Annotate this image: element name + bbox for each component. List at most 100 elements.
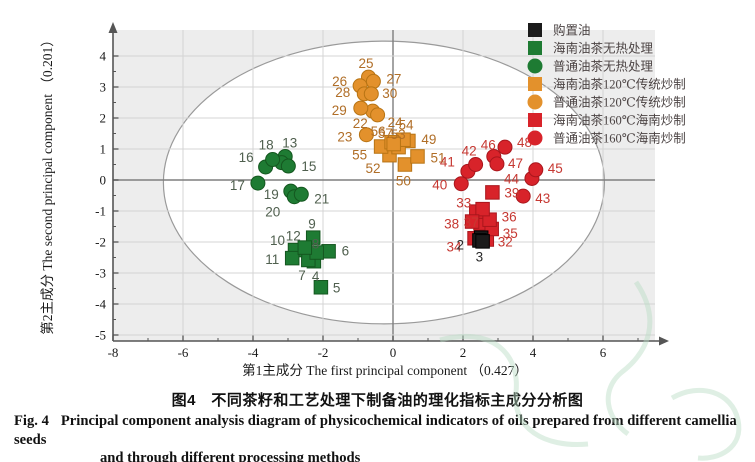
x-tick-label: -2	[318, 345, 329, 360]
data-point-12	[297, 240, 313, 255]
data-point-37	[475, 201, 490, 217]
point-label-19: 19	[264, 187, 279, 202]
point-label-16: 16	[239, 150, 254, 165]
point-label-3: 3	[476, 249, 484, 264]
y-axis-arrow-icon	[108, 22, 118, 33]
point-label-55: 55	[352, 148, 367, 163]
legend-marker-circle-icon	[527, 130, 543, 146]
data-point-24	[370, 107, 386, 123]
x-tick-label: -4	[248, 345, 259, 360]
point-label-26: 26	[332, 74, 347, 89]
point-label-45: 45	[548, 161, 563, 176]
point-label-49: 49	[421, 132, 436, 147]
legend-item-0: 购置油	[528, 23, 591, 38]
data-point-27	[365, 73, 381, 89]
legend-marker-square-icon	[528, 23, 542, 37]
data-point-17	[250, 175, 266, 191]
point-label-9: 9	[308, 217, 316, 232]
y-tick-label: 4	[100, 49, 107, 64]
y-tick-label: -1	[95, 204, 106, 219]
point-label-33: 33	[456, 196, 471, 211]
point-label-32: 32	[498, 235, 513, 250]
legend: 购置油海南油茶无热处理普通油茶无热处理海南油茶120℃传统炒制普通油茶120℃传…	[527, 23, 686, 146]
point-label-18: 18	[259, 138, 274, 153]
point-label-34: 34	[447, 239, 463, 254]
point-label-36: 36	[502, 210, 517, 225]
caption-fig-number: Fig. 4	[14, 413, 49, 429]
point-label-44: 44	[504, 171, 520, 186]
point-label-12: 12	[286, 229, 301, 244]
legend-label: 海南油茶160℃海南炒制	[553, 113, 686, 128]
point-label-24: 24	[388, 115, 404, 130]
y-tick-label: 0	[100, 173, 107, 188]
legend-label: 普通油茶160℃海南炒制	[553, 131, 686, 146]
legend-marker-circle-icon	[527, 58, 543, 74]
x-tick-label: 0	[390, 345, 397, 360]
point-label-51: 51	[431, 150, 446, 165]
point-label-43: 43	[535, 191, 550, 206]
confidence-ellipse	[162, 40, 605, 325]
legend-item-6: 普通油茶160℃海南炒制	[527, 130, 686, 146]
data-point-30	[363, 86, 379, 102]
point-label-46: 46	[481, 137, 496, 152]
data-point-40	[453, 176, 469, 192]
point-label-27: 27	[386, 71, 401, 86]
legend-label: 购置油	[553, 23, 591, 38]
point-label-42: 42	[462, 144, 477, 159]
point-label-21: 21	[314, 191, 329, 206]
x-tick-label: 2	[460, 345, 467, 360]
point-label-41: 41	[440, 154, 455, 169]
y-tick-label: 2	[100, 111, 107, 126]
x-tick-label: -8	[108, 345, 119, 360]
legend-item-3: 海南油茶120℃传统炒制	[528, 77, 686, 92]
data-point-5	[313, 280, 329, 295]
data-point-39	[485, 185, 500, 200]
x-axis-title: 第1主成分 The first principal component （0.4…	[242, 362, 528, 378]
data-point-29	[353, 100, 369, 116]
caption-english-line2: and through different processing methods	[100, 450, 361, 462]
point-label-30: 30	[382, 86, 397, 101]
point-label-39: 39	[504, 185, 519, 200]
y-tick-label: 1	[100, 142, 107, 157]
point-label-25: 25	[359, 56, 374, 71]
legend-marker-circle-icon	[527, 94, 543, 110]
legend-item-2: 普通油茶无热处理	[527, 58, 654, 74]
legend-item-4: 普通油茶120℃传统炒制	[527, 94, 686, 110]
data-point-21	[293, 186, 309, 202]
point-label-5: 5	[333, 280, 341, 295]
y-axis-title: 第2主成分 The second principal component （0.…	[39, 33, 55, 334]
point-label-52: 52	[366, 161, 381, 176]
point-label-54: 54	[399, 118, 415, 133]
data-point-18	[265, 152, 281, 168]
point-label-29: 29	[332, 103, 347, 118]
point-label-20: 20	[265, 205, 280, 220]
y-tick-label: -4	[95, 297, 106, 312]
point-label-6: 6	[342, 243, 350, 258]
data-point-23	[358, 127, 374, 143]
data-point-38	[464, 214, 480, 229]
caption-english-line1: Principal component analysis diagram of …	[14, 413, 737, 448]
legend-label: 普通油茶120℃传统炒制	[553, 95, 686, 110]
point-label-2: 2	[456, 237, 464, 252]
x-tick-label: 4	[530, 345, 537, 360]
legend-item-1: 海南油茶无热处理	[528, 41, 654, 56]
data-point-45	[528, 162, 544, 178]
data-point-15	[280, 158, 296, 174]
data-point-43	[515, 188, 531, 204]
legend-label: 海南油茶无热处理	[553, 41, 654, 56]
figure-caption: 图4 不同茶籽和工艺处理下制备油的理化指标主成分分析图 Fig. 4 Princi…	[0, 392, 755, 462]
legend-label: 海南油茶120℃传统炒制	[553, 77, 686, 92]
data-point-47	[489, 156, 505, 172]
point-label-23: 23	[337, 130, 352, 145]
point-label-56: 56	[371, 124, 386, 139]
point-label-53: 53	[391, 127, 406, 142]
legend-label: 普通油茶无热处理	[553, 59, 654, 74]
legend-marker-square-icon	[528, 77, 542, 91]
data-point-57	[386, 136, 401, 152]
data-point-3	[475, 234, 490, 249]
x-tick-label: 6	[600, 345, 607, 360]
x-axis-arrow-icon	[659, 336, 669, 346]
point-labels: 4567891011121315161718192021495051525354…	[230, 56, 563, 295]
